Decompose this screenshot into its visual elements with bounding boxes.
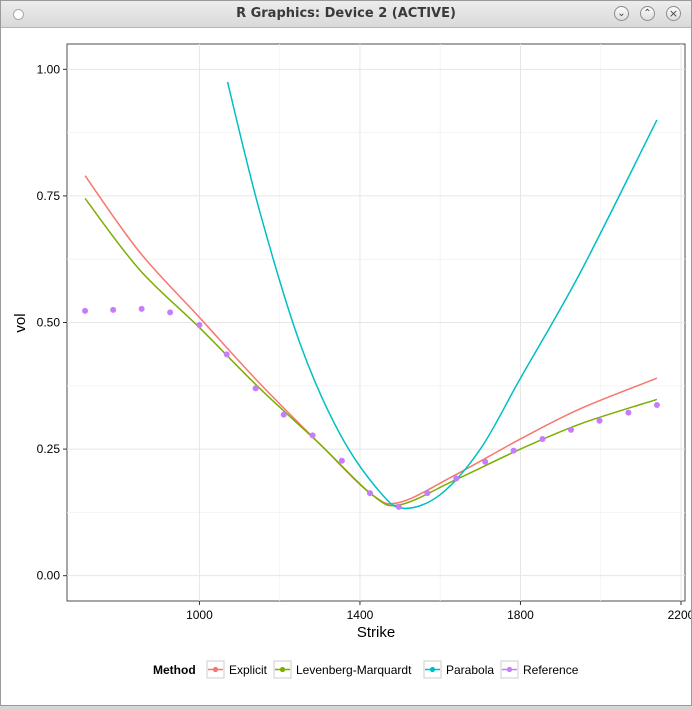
data-point-reference	[596, 417, 603, 424]
data-point-reference	[395, 503, 402, 510]
legend-key-point-parabola	[429, 666, 436, 673]
window-title: R Graphics: Device 2 (ACTIVE)	[236, 6, 456, 21]
data-point-reference	[252, 385, 259, 392]
legend-title: Method	[153, 663, 196, 677]
data-point-reference	[453, 475, 460, 482]
data-point-reference	[482, 458, 489, 465]
y-axis-title: vol	[12, 313, 29, 332]
data-point-reference	[196, 322, 203, 329]
legend-label-reference: Reference	[523, 663, 579, 677]
data-point-reference	[539, 435, 546, 442]
legend-key-point-levenberg-marquardt	[279, 666, 286, 673]
window-menu-icon[interactable]	[13, 9, 24, 20]
y-tick-label: 0.75	[37, 189, 61, 203]
y-tick-label: 0.25	[37, 442, 61, 456]
data-point-reference	[625, 409, 632, 416]
data-point-reference	[424, 490, 431, 497]
data-point-reference	[280, 411, 287, 418]
x-tick-label: 1800	[507, 608, 534, 622]
series-line-parabola	[226, 81, 658, 510]
series-line-levenberg-marquardt	[84, 197, 658, 507]
data-point-reference	[338, 457, 345, 464]
data-point-reference	[138, 305, 145, 312]
data-point-reference	[82, 307, 89, 314]
legend-key-point-explicit	[212, 666, 219, 673]
volatility-chart: 0.00 0.25 0.50 0.75 1.00 1000 1400 1800 2200 St…	[12, 43, 692, 679]
data-point-reference	[653, 402, 660, 409]
data-point-reference	[366, 490, 373, 497]
y-tick-label: 0.50	[37, 316, 61, 330]
x-tick-label: 1400	[347, 608, 374, 622]
y-tick-label: 1.00	[37, 62, 61, 76]
data-point-reference	[223, 351, 230, 358]
legend-label-explicit: Explicit	[229, 663, 268, 677]
close-icon[interactable]: ×	[666, 6, 681, 21]
series-layer	[82, 81, 660, 510]
x-tick-label: 1000	[186, 608, 213, 622]
title-bar[interactable]: R Graphics: Device 2 (ACTIVE) ⌄ ⌃ ×	[1, 1, 691, 28]
data-point-reference	[167, 309, 174, 316]
x-axis-title: Strike	[357, 624, 395, 641]
x-tick-label: 2200	[668, 608, 691, 622]
data-point-reference	[510, 447, 517, 454]
legend-key-point-reference	[506, 666, 513, 673]
legend: Method Explicit Levenberg-Marquardt Parabol…	[153, 660, 579, 679]
legend-label-parabola: Parabola	[446, 663, 494, 677]
plot-area: 0.00 0.25 0.50 0.75 1.00 1000 1400 1800 2200 St…	[1, 28, 692, 705]
x-axis: 1000 1400 1800 2200	[186, 601, 692, 622]
chevron-down-icon[interactable]: ⌄	[614, 6, 629, 21]
chevron-up-icon[interactable]: ⌃	[640, 6, 655, 21]
data-point-reference	[110, 306, 117, 313]
data-point-reference	[309, 432, 316, 439]
y-axis: 0.00 0.25 0.50 0.75 1.00	[37, 62, 67, 583]
y-tick-label: 0.00	[37, 569, 61, 583]
data-point-reference	[568, 426, 575, 433]
legend-label-levenberg-marquardt: Levenberg-Marquardt	[296, 663, 412, 677]
